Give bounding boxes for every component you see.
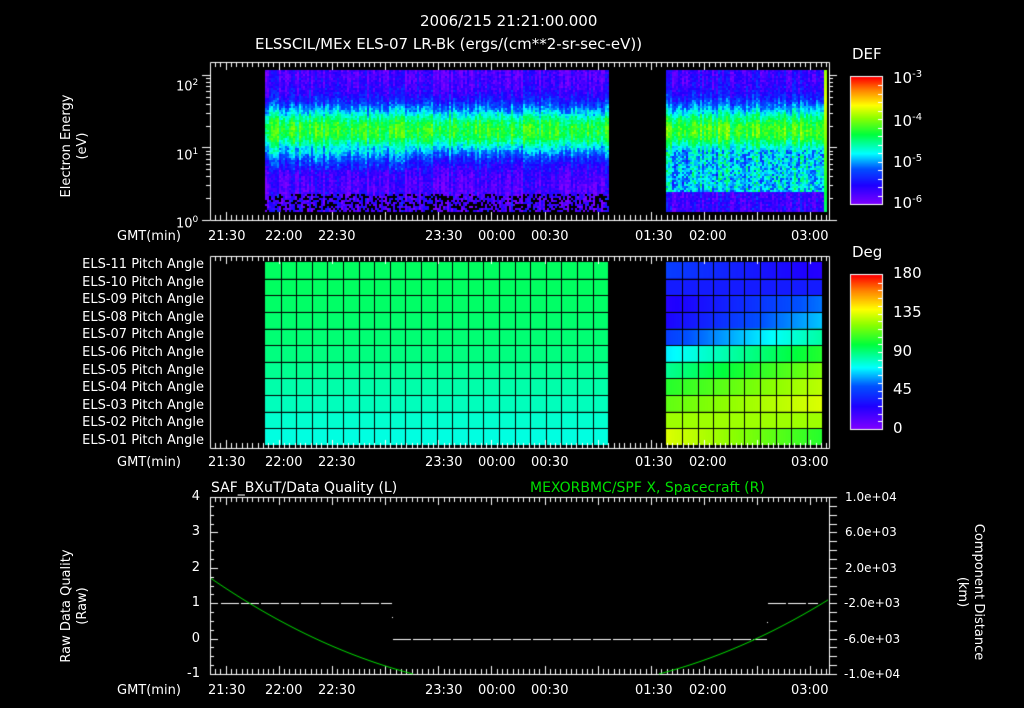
- panel3-ylabel-left: Raw Data Quality (Raw): [59, 541, 91, 671]
- time-tick-label: 03:00: [791, 229, 829, 244]
- panel2-time-label: GMT(min): [117, 455, 181, 470]
- time-tick-label: 00:30: [531, 229, 569, 244]
- pitch-angle-row-label: ELS-09 Pitch Angle: [82, 292, 204, 308]
- panel1-colorbar-label: DEF: [852, 45, 882, 63]
- panel3-ylabel-right-line2: (km): [955, 576, 970, 608]
- time-tick-label: 03:00: [791, 683, 829, 698]
- panel1-ytick-2: 100: [176, 215, 199, 232]
- left-ytick-label: 0: [191, 631, 200, 646]
- time-tick-label: 01:30: [635, 229, 673, 244]
- time-tick-label: 23:30: [425, 229, 463, 244]
- time-tick-label: 22:30: [318, 683, 356, 698]
- panel3-time-label: GMT(min): [117, 683, 181, 698]
- right-ytick-label: -1.0e+04: [844, 667, 901, 681]
- time-tick-label: 23:30: [425, 683, 463, 698]
- pitch-angle-row-label: ELS-01 Pitch Angle: [82, 433, 204, 448]
- time-tick-label: 03:00: [791, 455, 829, 470]
- pitch-angle-row-label: ELS-04 Pitch Angle: [82, 380, 204, 396]
- left-ytick-label: 3: [191, 524, 200, 539]
- panel1-ylabel: Electron Energy (eV): [59, 76, 91, 216]
- panel3-ylabel-right: Component Distance (km): [954, 512, 986, 672]
- cbar1-tick-2: 10-5: [893, 153, 923, 171]
- time-tick-label: 22:30: [318, 455, 356, 470]
- right-ytick-label: 1.0e+04: [845, 490, 897, 504]
- cbar1-tick-3: 10-6: [893, 194, 923, 212]
- time-tick-label: 22:00: [265, 229, 303, 244]
- time-tick-label: 21:30: [208, 229, 246, 244]
- pitch-angle-row-label: ELS-02 Pitch Angle: [82, 415, 204, 431]
- right-ytick-label: -6.0e+03: [844, 632, 901, 646]
- colorbar-tick-label: 45: [893, 380, 913, 398]
- panel1-ytick-1: 101: [176, 147, 199, 164]
- pitch-angle-row-label: ELS-08 Pitch Angle: [82, 309, 204, 325]
- left-ytick-label: -1: [187, 666, 200, 681]
- panel3-title-right: MEXORBMC/SPF X, Spacecraft (R): [530, 480, 765, 496]
- time-tick-label: 00:00: [478, 455, 516, 470]
- colorbar-tick-label: 180: [893, 264, 922, 282]
- pitch-angle-row-label: ELS-10 Pitch Angle: [82, 274, 204, 290]
- cbar1-tick-1: 10-4: [893, 112, 923, 130]
- time-tick-label: 00:00: [478, 229, 516, 244]
- panel1-ylabel-line1: Electron Energy: [59, 94, 74, 198]
- right-ytick-label: -2.0e+03: [844, 596, 901, 610]
- header-title: ELSSCIL/MEx ELS-07 LR-Bk (ergs/(cm**2-sr…: [255, 35, 643, 53]
- panel3-ylabel-right-line1: Component Distance: [971, 523, 986, 661]
- panel1-ylabel-line2: (eV): [75, 132, 90, 160]
- right-ytick-label: 2.0e+03: [845, 561, 897, 575]
- time-tick-label: 01:30: [635, 455, 673, 470]
- colorbar-tick-label: 90: [893, 342, 913, 360]
- panel3-ylabel-left-line2: (Raw): [75, 587, 90, 625]
- time-tick-label: 02:00: [689, 683, 727, 698]
- pitch-angle-row-label: ELS-05 Pitch Angle: [82, 362, 204, 378]
- time-tick-label: 02:00: [689, 229, 727, 244]
- colorbar-tick-label: 0: [893, 419, 903, 437]
- time-tick-label: 21:30: [208, 683, 246, 698]
- panel3-ylabel-left-line1: Raw Data Quality: [59, 549, 74, 663]
- time-tick-label: 23:30: [425, 455, 463, 470]
- time-tick-label: 22:00: [265, 683, 303, 698]
- panel3-title-left: SAF_BXuT/Data Quality (L): [211, 480, 398, 496]
- panel2-colorbar-label: Deg: [852, 243, 883, 261]
- time-tick-label: 00:30: [531, 683, 569, 698]
- time-tick-label: 02:00: [689, 455, 727, 470]
- colorbar-tick-label: 135: [893, 303, 922, 321]
- cbar1-tick-0: 10-3: [893, 69, 923, 87]
- header-timestamp: 2006/215 21:21:00.000: [420, 12, 598, 30]
- time-tick-label: 00:00: [478, 683, 516, 698]
- pitch-angle-row-label: ELS-07 Pitch Angle: [82, 327, 204, 343]
- right-ytick-label: 6.0e+03: [845, 525, 897, 539]
- pitch-angle-row-label: ELS-11 Pitch Angle: [82, 257, 204, 272]
- left-ytick-label: 4: [191, 489, 200, 504]
- time-tick-label: 22:00: [265, 455, 303, 470]
- time-tick-label: 00:30: [531, 455, 569, 470]
- left-ytick-label: 1: [191, 595, 200, 610]
- panel1-time-label: GMT(min): [117, 229, 181, 244]
- time-tick-label: 21:30: [208, 455, 246, 470]
- pitch-angle-row-label: ELS-03 Pitch Angle: [82, 397, 204, 413]
- time-tick-label: 22:30: [318, 229, 356, 244]
- panel1-ytick-0: 102: [176, 78, 199, 95]
- time-tick-label: 01:30: [635, 683, 673, 698]
- pitch-angle-row-label: ELS-06 Pitch Angle: [82, 345, 204, 360]
- left-ytick-label: 2: [191, 560, 200, 575]
